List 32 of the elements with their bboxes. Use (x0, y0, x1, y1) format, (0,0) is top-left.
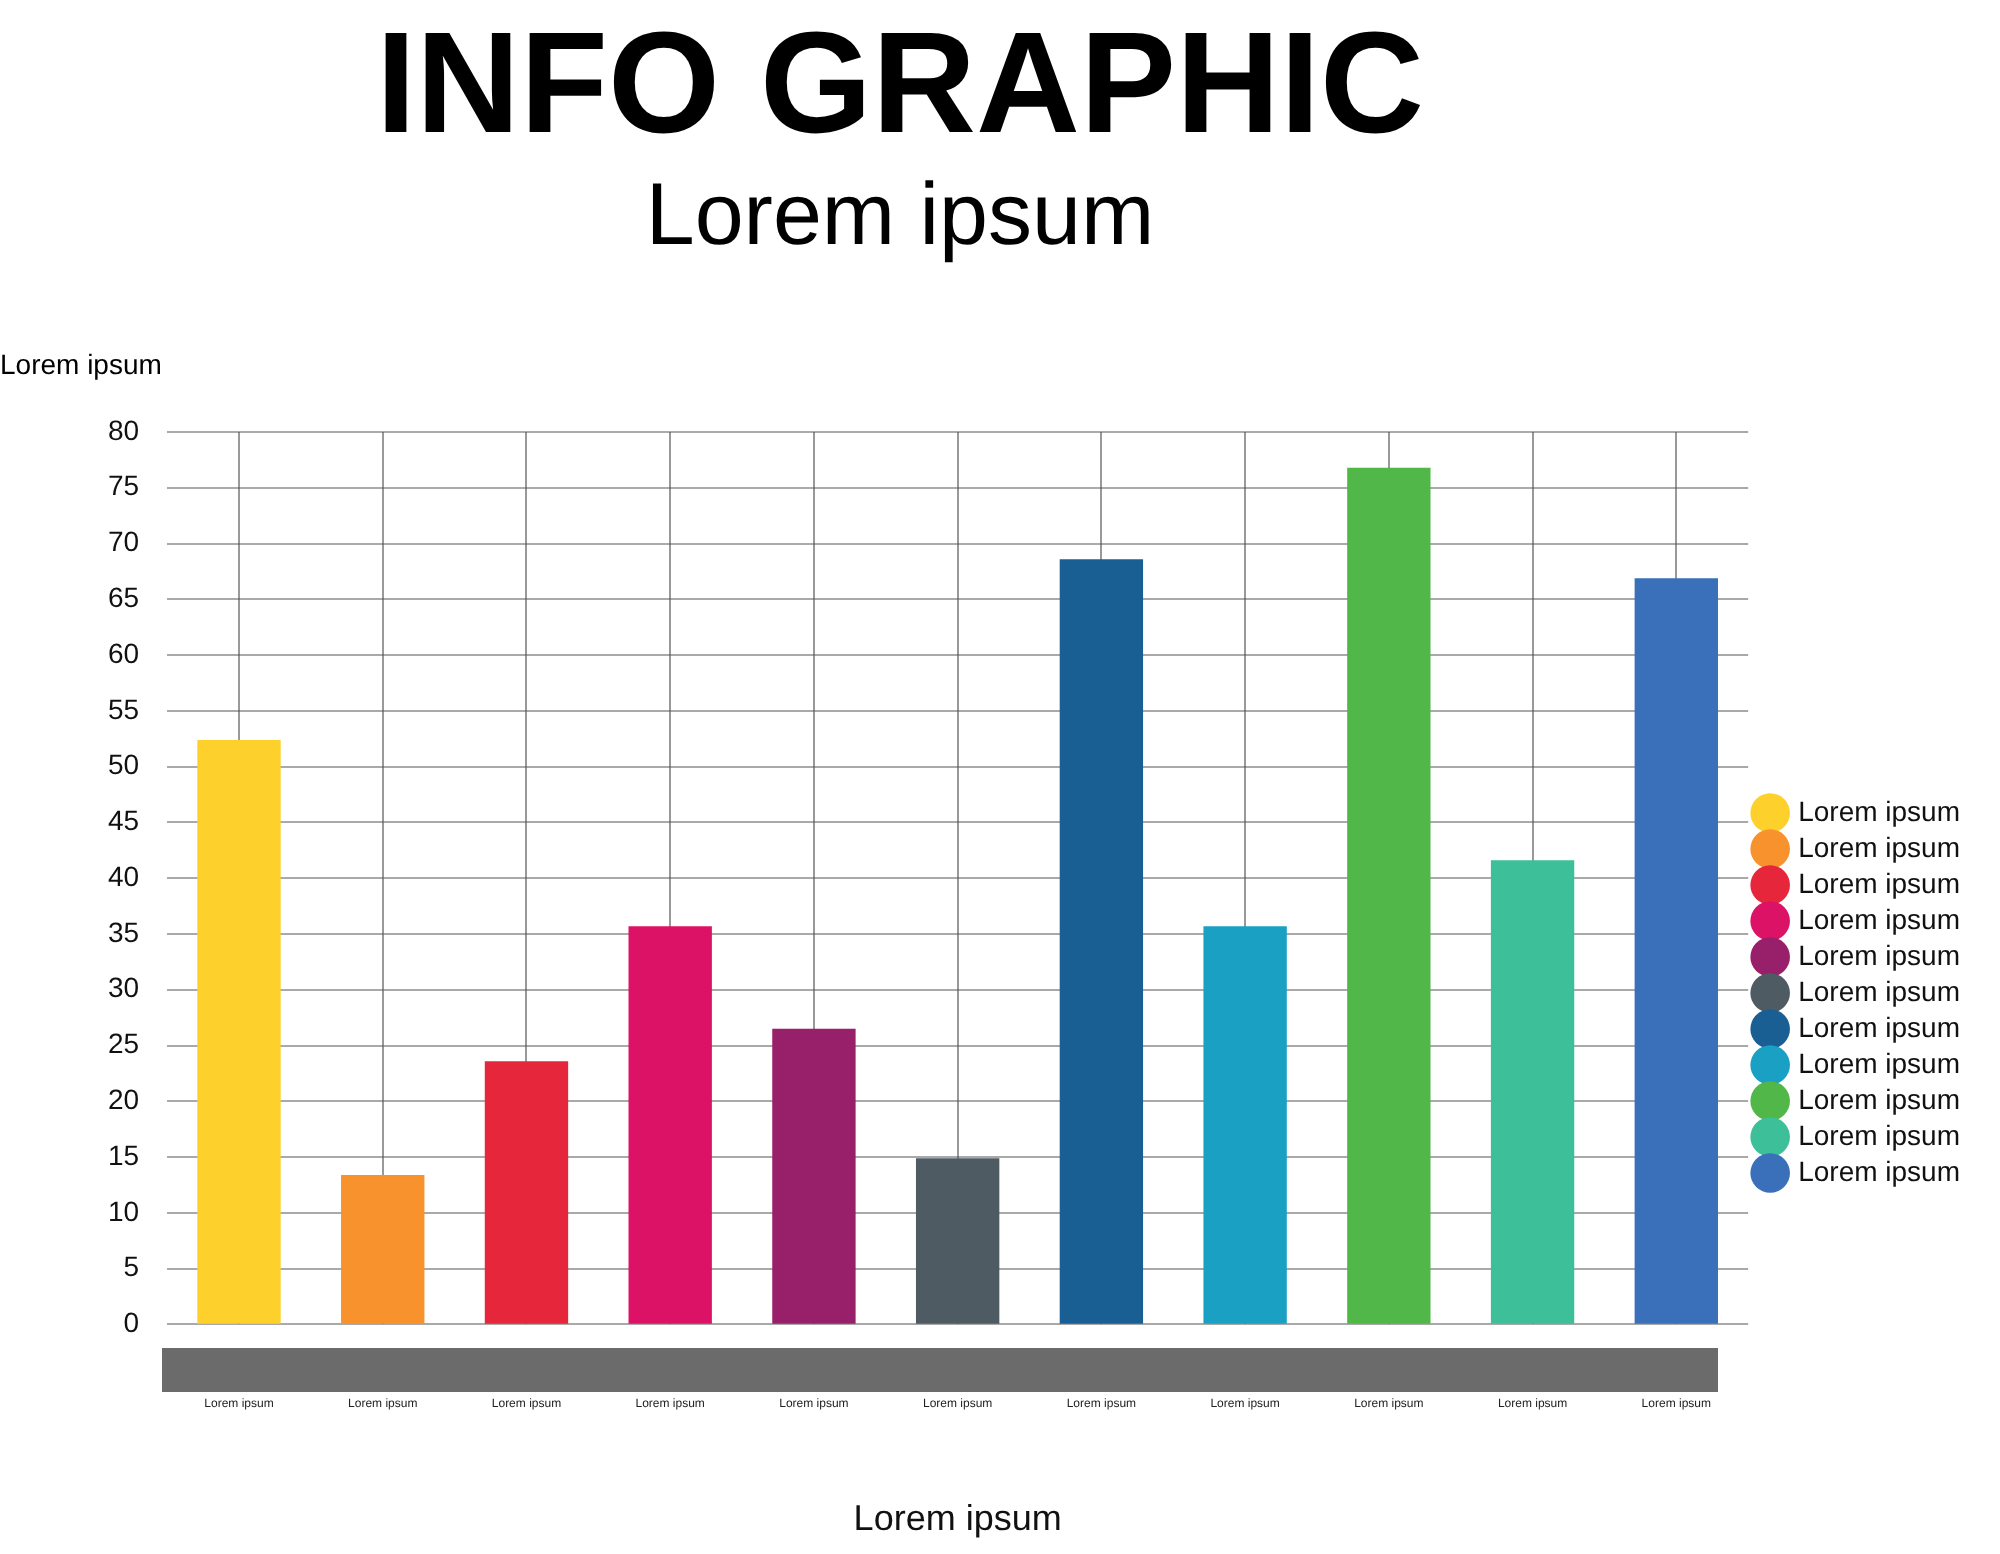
legend-label: Lorem ipsum (1798, 794, 1961, 827)
y-tick-label: 50 (107, 748, 140, 781)
legend-label: Lorem ipsum (1798, 974, 1961, 1007)
y-tick-label: 20 (107, 1083, 140, 1116)
y-tick-label: 55 (107, 692, 140, 725)
legend-label: Lorem ipsum (1798, 1154, 1961, 1187)
chart-title: INFO GRAPHIC (373, 2, 1426, 168)
legend-label: Lorem ipsum (1798, 902, 1961, 935)
y-tick-label: 0 (123, 1306, 140, 1339)
y-tick-label: 60 (107, 636, 140, 669)
y-axis-title: Lorem ipsum (0, 348, 162, 380)
y-tick-label: 65 (107, 581, 140, 614)
legend-label: Lorem ipsum (1798, 1046, 1961, 1079)
legend-label: Lorem ipsum (1798, 1010, 1961, 1043)
legend-label: Lorem ipsum (1798, 866, 1961, 899)
y-tick-label: 70 (107, 525, 140, 558)
y-tick-label: 15 (107, 1138, 140, 1171)
y-tick-label: 25 (107, 1027, 140, 1060)
y-tick-label: 75 (107, 469, 140, 502)
legend-label: Lorem ipsum (1798, 830, 1961, 863)
legend-label: Lorem ipsum (1798, 1082, 1961, 1115)
y-tick-label: 10 (107, 1194, 140, 1227)
y-tick-label: 80 (107, 413, 140, 446)
y-tick-label: 30 (107, 971, 140, 1004)
y-tick-label: 35 (107, 915, 140, 948)
y-tick-label: 40 (107, 859, 140, 892)
legend-label: Lorem ipsum (1798, 1118, 1961, 1151)
y-tick-label: 45 (107, 804, 140, 837)
x-axis-title: Lorem ipsum (853, 1498, 1062, 1539)
chart-subtitle: Lorem ipsum (645, 166, 1155, 264)
legend-label: Lorem ipsum (1798, 938, 1961, 971)
y-tick-label: 5 (123, 1250, 140, 1283)
